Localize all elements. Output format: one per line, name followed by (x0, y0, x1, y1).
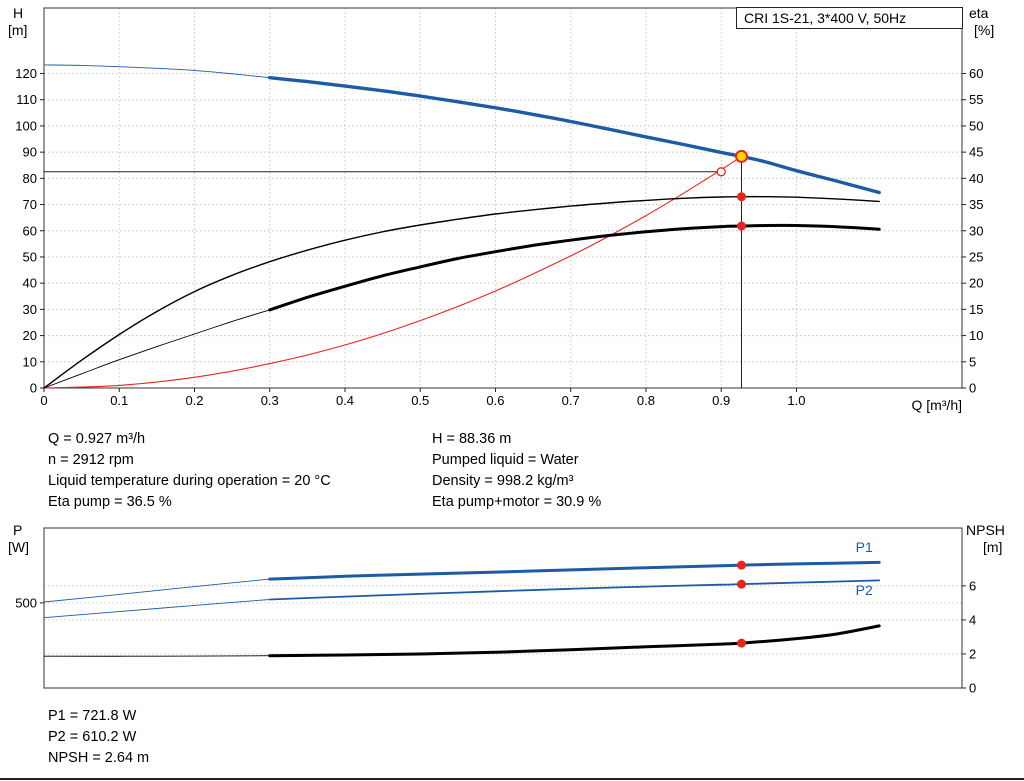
qh-eta-chart[interactable]: 0 0.1 0.2 0.3 0.4 0.5 0.6 0.7 0.8 0.9 1.0 0 10 20 30 40… (0, 0, 1024, 418)
y-right-tick-label: 6 (969, 578, 976, 593)
y-left-tick-label: 10 (23, 354, 37, 369)
p2-curve (268, 579, 881, 601)
panel-bottom-border (0, 778, 1024, 780)
duty-point[interactable] (735, 149, 749, 163)
power-npsh-readout: P1 = 721.8 W P2 = 610.2 W NPSH = 2.64 m (48, 706, 149, 769)
npsh-axis-unit: [m] (983, 539, 1003, 555)
operating-point-readout-left: Q = 0.927 m³/h n = 2912 rpm Liquid tempe… (48, 429, 331, 513)
y-left-tick-label: 110 (16, 92, 37, 107)
power-npsh-chart[interactable]: 500 0 2 4 6 P1 P2 (0, 518, 1024, 703)
y-left-tick-label: 30 (23, 302, 37, 317)
liquid-temp-readout: Liquid temperature during operation = 20… (48, 473, 331, 489)
y-left-tick-label: 40 (23, 276, 37, 291)
y-right-tick-label: 5 (969, 354, 976, 369)
y-right-tick-label: 40 (969, 171, 983, 186)
npsh-extension (43, 655, 271, 657)
plot-frame (43, 7, 963, 389)
eta-axis-name: eta (969, 5, 989, 21)
x-tick-label: 0.2 (185, 393, 203, 408)
y-right-tick-label: 60 (969, 66, 983, 81)
head-readout: H = 88.36 m (432, 431, 512, 447)
x-tick-label: 0.9 (712, 393, 730, 408)
p2-point (737, 579, 747, 589)
y-right-tick-label: 4 (969, 612, 976, 627)
series-label-p1: P1 (856, 539, 873, 555)
y-right-tick-label: 35 (969, 197, 983, 212)
p-axis-unit: [W] (8, 539, 29, 555)
y-right-tick-label: 2 (969, 646, 976, 661)
series-label-p2: P2 (856, 582, 873, 598)
y-right-tick-label: 15 (969, 302, 983, 317)
npsh-curve (268, 624, 881, 658)
plot-frame (43, 527, 963, 689)
y-right-tick-label: 10 (969, 328, 983, 343)
y-left-tick-label: 70 (23, 197, 37, 212)
eta-pump-motor-point (737, 221, 747, 231)
p1-readout: P1 = 721.8 W (48, 708, 137, 724)
pump-model-box: CRI 1S-21, 3*400 V, 50Hz (736, 7, 963, 29)
pumped-liquid-readout: Pumped liquid = Water (432, 452, 579, 468)
eta-pump-motor-extension (43, 309, 271, 389)
pump-model-label: CRI 1S-21, 3*400 V, 50Hz (744, 10, 907, 26)
npsh-point (737, 638, 747, 648)
y-right-tick-label: 30 (969, 223, 983, 238)
y-right-tick-label: 0 (969, 381, 976, 396)
y-right-tick-label: 25 (969, 249, 983, 264)
system-curve (43, 155, 743, 389)
x-tick-label: 0.6 (486, 393, 504, 408)
x-tick-label: 0.3 (261, 393, 279, 408)
p2-readout: P2 = 610.2 W (48, 729, 137, 745)
y-right-tick-label: 20 (969, 276, 983, 291)
p2-extension (43, 599, 271, 619)
h-axis-name: H (13, 5, 24, 21)
y-left-tick-label: 90 (23, 145, 37, 160)
p1-extension (43, 578, 271, 603)
p-axis-name: P (13, 522, 23, 538)
y-left-tick-label: 20 (23, 328, 37, 343)
p1-curve (268, 560, 881, 581)
head-curve-extension (43, 64, 271, 79)
eta-pump-point (737, 192, 747, 202)
y-left-tick-label: 500 (15, 595, 37, 610)
y-left-tick-label: 50 (23, 249, 37, 264)
speed-readout: n = 2912 rpm (48, 452, 134, 468)
p1-point (737, 560, 747, 570)
y-left-tick-label: 120 (15, 66, 37, 81)
operating-point-readout-right: H = 88.36 m Pumped liquid = Water Densit… (432, 429, 601, 513)
requested-duty-point (716, 167, 726, 177)
eta-pump-motor (268, 223, 881, 312)
x-tick-label: 0.5 (411, 393, 429, 408)
x-tick-label: 1.0 (787, 393, 805, 408)
eta-pump-motor-readout: Eta pump+motor = 30.9 % (432, 494, 602, 510)
y-left-tick-label: 0 (30, 381, 37, 396)
x-tick-label: 0.8 (637, 393, 655, 408)
q-axis-label: Q [m³/h] (911, 397, 962, 413)
y-left-tick-label: 60 (23, 223, 37, 238)
x-tick-label: 0.1 (110, 393, 128, 408)
x-tick-label: 0 (40, 393, 47, 408)
y-right-tick-label: 50 (969, 118, 983, 133)
npsh-readout: NPSH = 2.64 m (48, 750, 150, 766)
eta-axis-unit: [%] (974, 22, 995, 38)
x-tick-label: 0.4 (336, 393, 354, 408)
y-right-tick-label: 0 (969, 681, 976, 696)
npsh-axis-name: NPSH (966, 522, 1005, 538)
x-tick-label: 0.7 (562, 393, 580, 408)
h-axis-unit: [m] (8, 22, 28, 38)
head-curve (268, 76, 881, 195)
eta-pump-readout: Eta pump = 36.5 % (48, 494, 172, 510)
y-right-tick-label: 55 (969, 92, 983, 107)
flow-readout: Q = 0.927 m³/h (48, 431, 146, 447)
density-readout: Density = 998.2 kg/m³ (432, 473, 574, 489)
y-right-tick-label: 45 (969, 145, 983, 160)
y-left-tick-label: 80 (23, 171, 37, 186)
y-left-tick-label: 100 (15, 118, 37, 133)
